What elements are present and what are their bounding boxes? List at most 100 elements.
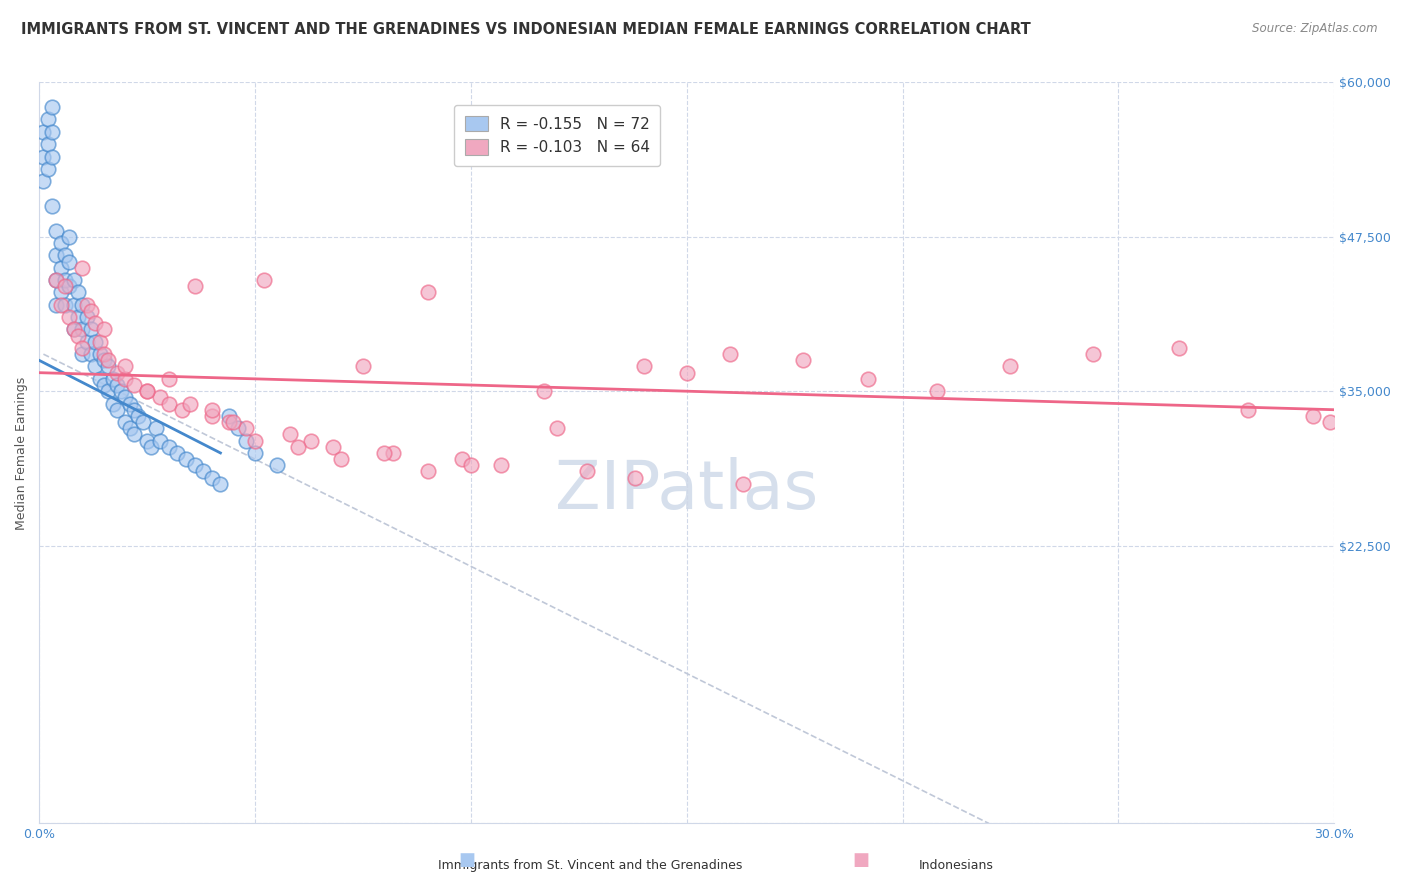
Point	[62, 322, 84, 336]
Point	[166, 446, 188, 460]
Point	[45, 224, 67, 238]
Point	[41, 149, 63, 163]
Point	[1081, 347, 1104, 361]
Point	[89, 372, 111, 386]
Point	[157, 440, 180, 454]
Point	[80, 347, 103, 361]
Point	[58, 310, 80, 324]
Point	[118, 396, 141, 410]
Point	[53, 273, 76, 287]
Point	[45, 298, 67, 312]
Point	[53, 279, 76, 293]
Point	[451, 452, 474, 467]
Point	[856, 372, 879, 386]
Point	[136, 384, 159, 399]
Point	[114, 415, 136, 429]
Point	[191, 465, 214, 479]
Point	[41, 125, 63, 139]
Point	[76, 334, 98, 349]
Point	[201, 402, 224, 417]
Legend: R = -0.155   N = 72, R = -0.103   N = 64: R = -0.155 N = 72, R = -0.103 N = 64	[454, 105, 661, 166]
Text: IMMIGRANTS FROM ST. VINCENT AND THE GRENADINES VS INDONESIAN MEDIAN FEMALE EARNI: IMMIGRANTS FROM ST. VINCENT AND THE GREN…	[21, 22, 1031, 37]
Point	[141, 440, 163, 454]
Point	[93, 378, 115, 392]
Point	[576, 465, 599, 479]
Point	[287, 440, 309, 454]
Point	[93, 353, 115, 368]
Point	[925, 384, 948, 399]
Point	[132, 415, 155, 429]
Point	[1302, 409, 1324, 423]
Point	[122, 378, 145, 392]
Point	[792, 353, 814, 368]
Point	[460, 458, 482, 473]
Point	[114, 390, 136, 404]
Point	[58, 229, 80, 244]
Point	[114, 372, 136, 386]
Point	[72, 347, 94, 361]
Point	[122, 427, 145, 442]
Point	[136, 434, 159, 448]
Point	[1319, 415, 1341, 429]
Point	[1237, 402, 1260, 417]
Point	[37, 112, 59, 127]
Point	[489, 458, 512, 473]
Point	[66, 328, 89, 343]
Point	[84, 316, 107, 330]
Point	[235, 434, 257, 448]
Point	[266, 458, 288, 473]
Point	[675, 366, 697, 380]
Point	[122, 402, 145, 417]
Text: ■: ■	[852, 851, 869, 869]
Point	[32, 149, 55, 163]
Text: ZIPatlas: ZIPatlas	[555, 457, 818, 523]
Point	[62, 322, 84, 336]
Point	[93, 322, 115, 336]
Point	[322, 440, 344, 454]
Point	[105, 378, 128, 392]
Point	[179, 396, 201, 410]
Point	[49, 298, 72, 312]
Point	[382, 446, 405, 460]
Point	[72, 298, 94, 312]
Point	[127, 409, 149, 423]
Point	[201, 409, 224, 423]
Point	[633, 359, 655, 374]
Point	[53, 298, 76, 312]
Point	[330, 452, 353, 467]
Point	[89, 334, 111, 349]
Point	[89, 347, 111, 361]
Point	[49, 235, 72, 250]
Point	[101, 372, 124, 386]
Point	[731, 476, 754, 491]
Point	[243, 434, 266, 448]
Point	[97, 353, 120, 368]
Point	[533, 384, 555, 399]
Point	[118, 421, 141, 435]
Point	[252, 273, 274, 287]
Point	[37, 161, 59, 176]
Point	[235, 421, 257, 435]
Point	[101, 396, 124, 410]
Text: ■: ■	[458, 851, 475, 869]
Point	[97, 384, 120, 399]
Point	[136, 384, 159, 399]
Point	[62, 298, 84, 312]
Point	[1167, 341, 1189, 355]
Point	[110, 384, 132, 399]
Point	[105, 366, 128, 380]
Point	[218, 415, 240, 429]
Point	[170, 402, 193, 417]
Point	[174, 452, 197, 467]
Point	[53, 248, 76, 262]
Point	[32, 174, 55, 188]
Point	[72, 260, 94, 275]
Text: Immigrants from St. Vincent and the Grenadines: Immigrants from St. Vincent and the Gren…	[439, 859, 742, 872]
Point	[58, 279, 80, 293]
Point	[49, 285, 72, 300]
Point	[76, 298, 98, 312]
Point	[45, 273, 67, 287]
Point	[145, 421, 167, 435]
Point	[37, 137, 59, 152]
Point	[624, 470, 647, 484]
